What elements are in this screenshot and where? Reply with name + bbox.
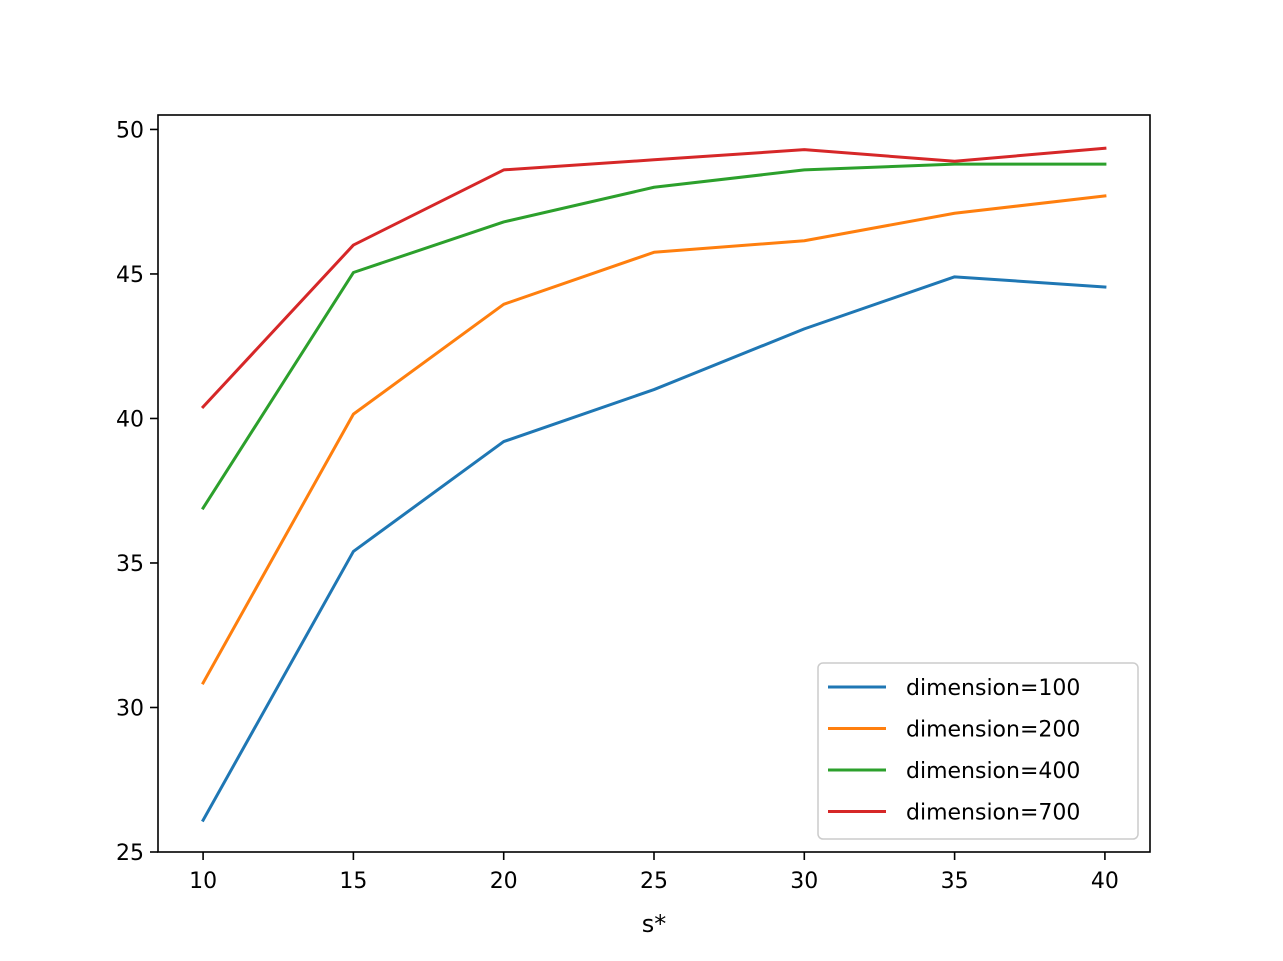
legend-label-4: dimension=700 [906,801,1080,826]
y-tick-label: 40 [116,407,144,432]
legend: dimension=100 dimension=200 dimension=400 d… [817,662,1139,840]
x-tick-label: 35 [941,869,969,894]
series-line-3 [201,162,1107,511]
x-tick-label: 15 [339,869,367,894]
x-tick-label: 20 [490,869,518,894]
y-tick-label: 45 [116,263,144,288]
x-tick-label: 25 [640,869,668,894]
series-line-1 [201,275,1107,823]
x-axis-label: s* [642,910,667,938]
series-line-4 [200,146,1107,410]
x-tick-label: 10 [189,869,217,894]
x-tick-label: 40 [1091,869,1119,894]
y-axis: 25 30 35 40 45 50 [116,118,158,866]
x-axis: 10 15 20 25 30 35 40 [189,852,1119,894]
legend-label-2: dimension=200 [906,718,1080,743]
y-tick-label: 50 [116,118,144,143]
legend-label-1: dimension=100 [906,676,1080,701]
series-line-2 [201,194,1107,685]
y-tick-label: 25 [116,841,144,866]
series-layer [200,146,1107,823]
y-tick-label: 35 [116,552,144,577]
legend-box [817,662,1139,840]
x-tick-label: 30 [790,869,818,894]
y-tick-label: 30 [116,696,144,721]
legend-label-3: dimension=400 [906,759,1080,784]
